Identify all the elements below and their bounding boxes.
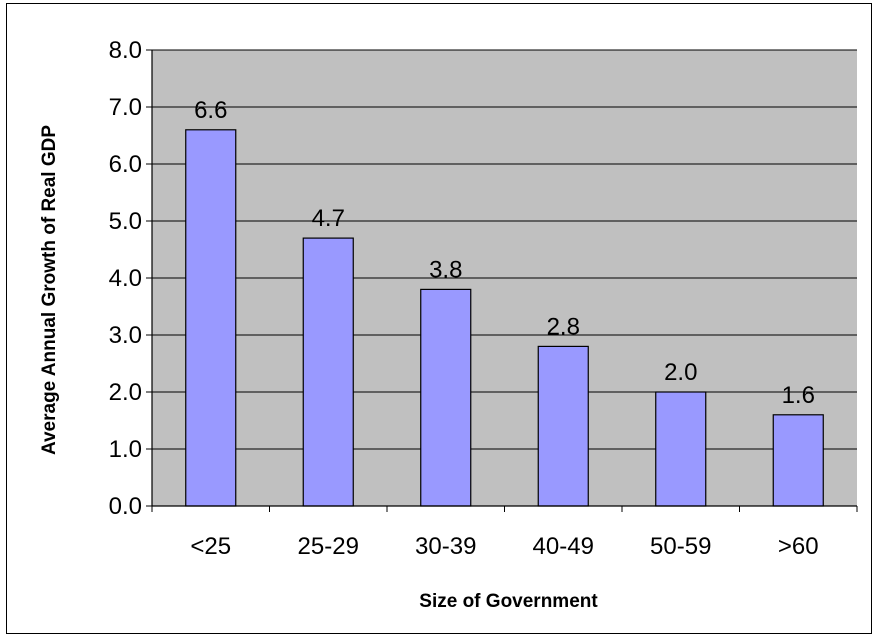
x-tick-label: <25 (190, 533, 231, 560)
y-tick-label: 6.0 (109, 151, 142, 178)
bar-6 (772, 414, 824, 507)
y-tick-labels: 0.0 1.0 2.0 3.0 4.0 5.0 6.0 7.0 8.0 (109, 37, 142, 520)
y-tick-label: 7.0 (109, 94, 142, 121)
x-tick-label: 40-49 (533, 533, 594, 560)
y-axis-title: Average Annual Growth of Real GDP (39, 125, 60, 455)
y-tick-label: 1.0 (109, 436, 142, 463)
data-label: 6.6 (194, 97, 227, 124)
y-tick-label: 8.0 (109, 37, 142, 64)
bar-4 (537, 345, 589, 507)
data-label: 2.0 (664, 359, 697, 386)
y-tick-label: 3.0 (109, 322, 142, 349)
bar-2 (302, 237, 354, 507)
bar-1 (185, 129, 237, 507)
data-label: 3.8 (429, 256, 462, 283)
data-labels: 6.6 4.7 3.8 2.8 2.0 1.6 (194, 97, 815, 409)
bar-3 (420, 288, 472, 507)
x-axis-title: Size of Government (419, 591, 598, 612)
gridlines (152, 49, 857, 450)
y-tick-label: 5.0 (109, 208, 142, 235)
bars (185, 129, 824, 507)
y-tick-label: 4.0 (109, 265, 142, 292)
x-tick-labels: <25 25-29 30-39 40-49 50-59 >60 (190, 533, 818, 560)
x-tick-label: 30-39 (415, 533, 476, 560)
y-tick-label: 0.0 (109, 493, 142, 520)
x-tick-label: >60 (778, 533, 819, 560)
data-label: 2.8 (547, 313, 580, 340)
x-tick-label: 50-59 (650, 533, 711, 560)
x-tick-label: 25-29 (298, 533, 359, 560)
y-tick-label: 2.0 (109, 379, 142, 406)
data-label: 4.7 (312, 205, 345, 232)
data-label: 1.6 (782, 382, 815, 409)
bar-5 (655, 391, 707, 507)
axes (146, 49, 858, 512)
